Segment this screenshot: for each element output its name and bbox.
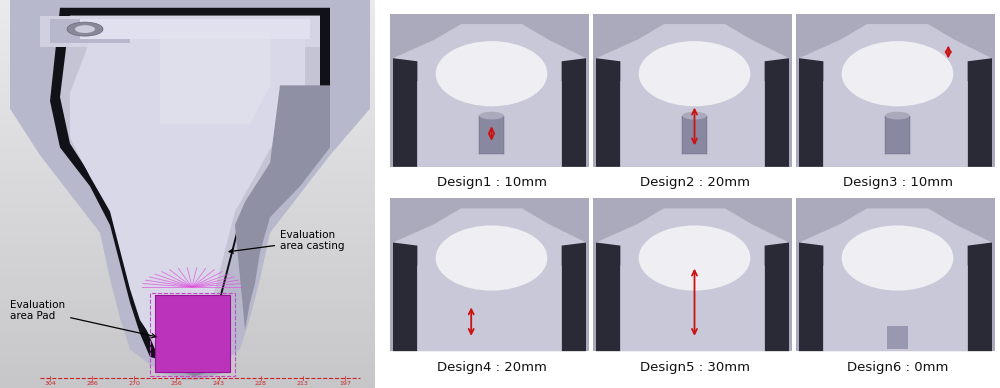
Text: Design2 : 20mm: Design2 : 20mm (640, 176, 750, 189)
Bar (150, 293, 235, 376)
Polygon shape (160, 299, 220, 376)
Polygon shape (160, 31, 270, 124)
Bar (593, 14, 792, 167)
Text: 213: 213 (297, 381, 309, 386)
Polygon shape (417, 40, 562, 167)
Text: 270: 270 (128, 381, 140, 386)
Polygon shape (50, 19, 130, 43)
Polygon shape (60, 16, 320, 357)
Text: Evaluation
area Pad: Evaluation area Pad (10, 300, 156, 338)
Text: Evaluation
area casting: Evaluation area casting (229, 230, 344, 253)
Polygon shape (765, 242, 789, 351)
Polygon shape (596, 58, 620, 167)
Polygon shape (596, 242, 620, 351)
Polygon shape (393, 208, 586, 351)
Ellipse shape (885, 112, 910, 120)
Ellipse shape (682, 112, 707, 120)
Polygon shape (596, 24, 789, 167)
Polygon shape (393, 24, 586, 167)
Polygon shape (50, 8, 330, 365)
Polygon shape (799, 208, 992, 351)
Bar (796, 14, 995, 167)
Text: 304: 304 (44, 381, 56, 386)
Bar (390, 198, 589, 351)
Text: 243: 243 (213, 381, 225, 386)
Bar (682, 116, 707, 154)
Bar (593, 198, 792, 351)
Ellipse shape (639, 225, 750, 291)
Text: Design4 : 20mm: Design4 : 20mm (437, 360, 546, 374)
Polygon shape (70, 16, 320, 47)
Bar (887, 326, 908, 349)
Polygon shape (823, 224, 968, 351)
Polygon shape (799, 24, 992, 167)
Polygon shape (40, 16, 140, 47)
Circle shape (75, 25, 95, 33)
Polygon shape (417, 224, 562, 351)
Text: 197: 197 (339, 381, 351, 386)
Polygon shape (155, 295, 225, 380)
Ellipse shape (479, 112, 504, 120)
Polygon shape (80, 19, 310, 39)
Polygon shape (562, 242, 586, 351)
Polygon shape (10, 0, 370, 380)
Polygon shape (393, 58, 417, 167)
Ellipse shape (842, 41, 953, 106)
Polygon shape (70, 27, 305, 347)
Ellipse shape (639, 41, 750, 106)
Ellipse shape (842, 225, 953, 291)
Text: 286: 286 (86, 381, 98, 386)
Polygon shape (968, 58, 992, 167)
Polygon shape (823, 40, 968, 167)
Polygon shape (799, 242, 823, 351)
Bar (390, 14, 589, 167)
Text: 228: 228 (255, 381, 267, 386)
Bar (155, 295, 230, 372)
Text: Design5 : 30mm: Design5 : 30mm (640, 360, 750, 374)
Ellipse shape (436, 225, 547, 291)
Polygon shape (596, 208, 789, 351)
Circle shape (67, 22, 103, 36)
Polygon shape (393, 242, 417, 351)
Polygon shape (968, 242, 992, 351)
Text: Design6 : 0mm: Design6 : 0mm (847, 360, 948, 374)
Bar (796, 198, 995, 351)
Bar (479, 116, 504, 154)
Polygon shape (620, 224, 765, 351)
Text: Design3 : 10mm: Design3 : 10mm (843, 176, 953, 189)
Bar (885, 116, 910, 154)
Polygon shape (799, 58, 823, 167)
Text: 256: 256 (171, 381, 182, 386)
Ellipse shape (436, 41, 547, 106)
Polygon shape (235, 85, 330, 330)
Text: Design1 : 10mm: Design1 : 10mm (437, 176, 546, 189)
Polygon shape (765, 58, 789, 167)
Polygon shape (562, 58, 586, 167)
Polygon shape (620, 40, 765, 167)
